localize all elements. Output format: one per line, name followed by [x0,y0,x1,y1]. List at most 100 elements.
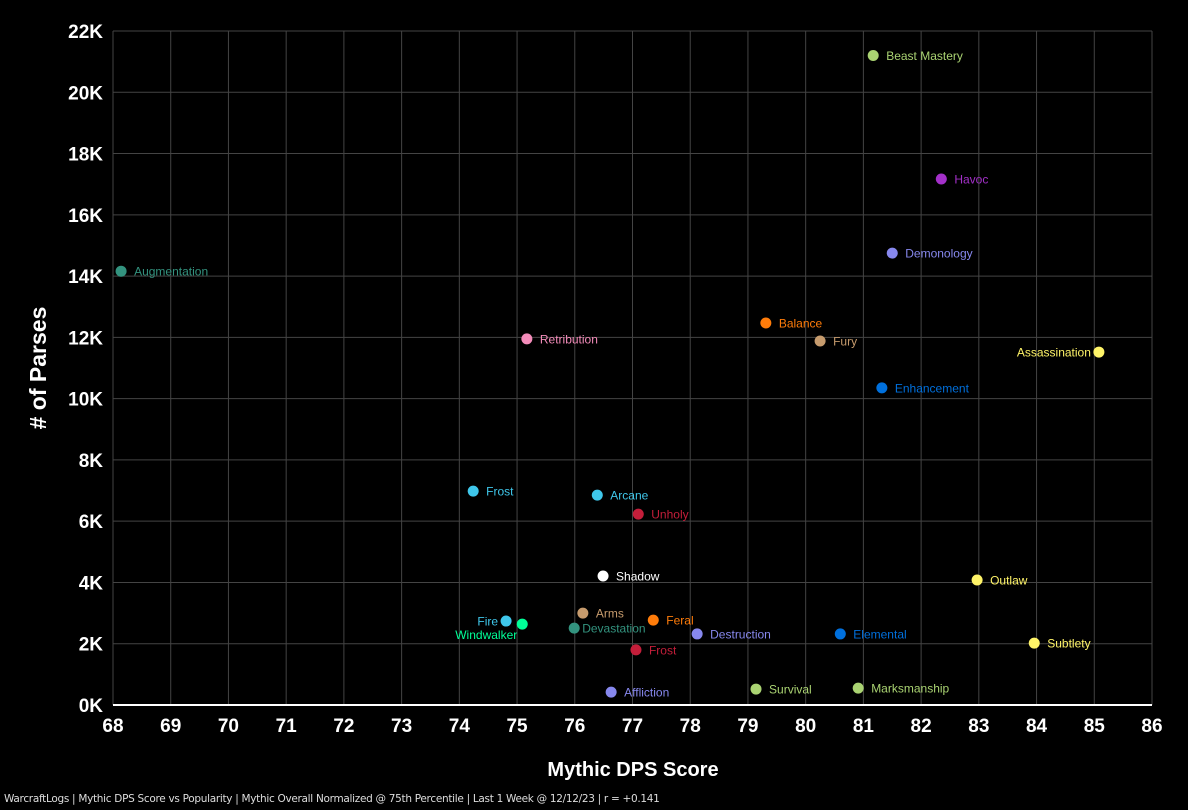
y-tick-label: 22K [68,22,103,43]
x-tick-label: 79 [737,716,758,737]
x-tick-label: 70 [218,716,239,737]
data-points: Beast Mastery Havoc Demonology Augmentation… [115,49,1105,700]
point-label: Elemental [853,627,906,641]
point-marker [516,618,528,630]
point-label: Affliction [624,686,669,700]
data-point: Devastation [568,622,646,636]
data-point: Enhancement [876,381,970,395]
point-marker [852,682,864,694]
point-label: Retribution [540,332,598,346]
point-label: Unholy [651,508,688,522]
x-tick-label: 84 [1026,716,1048,737]
point-label: Shadow [616,570,660,584]
data-point: Unholy [632,508,689,522]
point-marker [632,508,644,520]
point-marker [750,683,762,695]
data-point: Arms [577,607,624,621]
data-point: Destruction [691,627,771,641]
point-label: Arcane [610,489,648,503]
x-tick-label: 72 [333,716,354,737]
point-label: Marksmanship [871,682,949,696]
data-point: Balance [760,316,823,330]
data-point: Marksmanship [852,682,950,696]
x-tick-label: 85 [1084,716,1106,737]
data-point: Frost [630,643,677,657]
y-axis-label: # of Parses [25,307,51,430]
point-label: Devastation [582,622,645,636]
point-marker [886,247,898,259]
point-marker [597,570,609,582]
x-tick-label: 73 [391,716,412,737]
point-marker [876,382,888,394]
point-marker [605,686,617,698]
x-tick-label: 83 [968,716,989,737]
point-marker [971,574,983,586]
point-label: Frost [649,643,677,657]
x-axis-label: Mythic DPS Score [547,759,718,781]
x-tick-label: 75 [506,716,528,737]
point-marker [500,615,512,627]
point-label: Subtlety [1047,637,1090,651]
point-label: Beast Mastery [886,49,963,63]
point-marker [814,335,826,347]
data-point: Assassination [1017,346,1105,360]
point-label: Balance [779,316,823,330]
point-label: Fury [833,335,857,349]
point-marker [1028,637,1040,649]
x-tick-label: 77 [622,716,643,737]
point-marker [630,644,642,656]
y-tick-label: 2K [79,635,104,656]
y-tick-label: 8K [79,451,104,472]
point-marker [691,628,703,640]
data-point: Survival [750,683,812,697]
data-point: Affliction [605,686,669,700]
point-label: Survival [769,683,812,697]
y-tick-label: 4K [79,573,104,594]
data-point: Demonology [886,247,973,261]
x-tick-label: 82 [911,716,932,737]
y-tick-label: 0K [79,696,104,717]
y-tick-label: 10K [68,390,103,411]
data-point: Havoc [935,172,988,186]
point-marker [867,50,879,62]
data-point: Arcane [591,489,649,503]
data-point: Elemental [834,627,907,641]
y-tick-label: 6K [79,512,104,533]
data-point: Beast Mastery [867,49,963,63]
point-marker [115,265,127,277]
point-marker [834,628,846,640]
data-point: Windwalker [455,618,528,642]
point-label: Feral [666,614,693,628]
point-label: Havoc [954,172,988,186]
point-marker [591,489,603,501]
point-label: Destruction [710,627,771,641]
point-marker [577,607,589,619]
point-marker [1093,346,1105,358]
point-marker [647,614,659,626]
point-marker [568,622,580,634]
point-marker [467,485,479,497]
data-point: Augmentation [115,265,208,279]
x-tick-label: 81 [853,716,875,737]
point-label: Demonology [905,247,972,261]
data-point: Outlaw [971,574,1028,588]
point-label: Fire [477,615,498,629]
footer-caption: WarcraftLogs | Mythic DPS Score vs Popul… [4,793,660,805]
x-tick-label: 80 [795,716,816,737]
x-tick-label: 76 [564,716,585,737]
y-tick-label: 12K [68,328,103,349]
x-tick-label: 71 [276,716,298,737]
y-tick-label: 18K [68,145,103,166]
point-marker [760,317,772,329]
point-label: Windwalker [455,628,517,642]
x-tick-label: 86 [1141,716,1162,737]
point-label: Assassination [1017,346,1091,360]
data-point: Fury [814,335,857,349]
x-tick-label: 69 [160,716,181,737]
data-point: Feral [647,614,694,628]
point-label: Frost [486,485,514,499]
y-tick-label: 14K [68,267,103,288]
point-label: Outlaw [990,574,1028,588]
point-marker [935,173,947,185]
